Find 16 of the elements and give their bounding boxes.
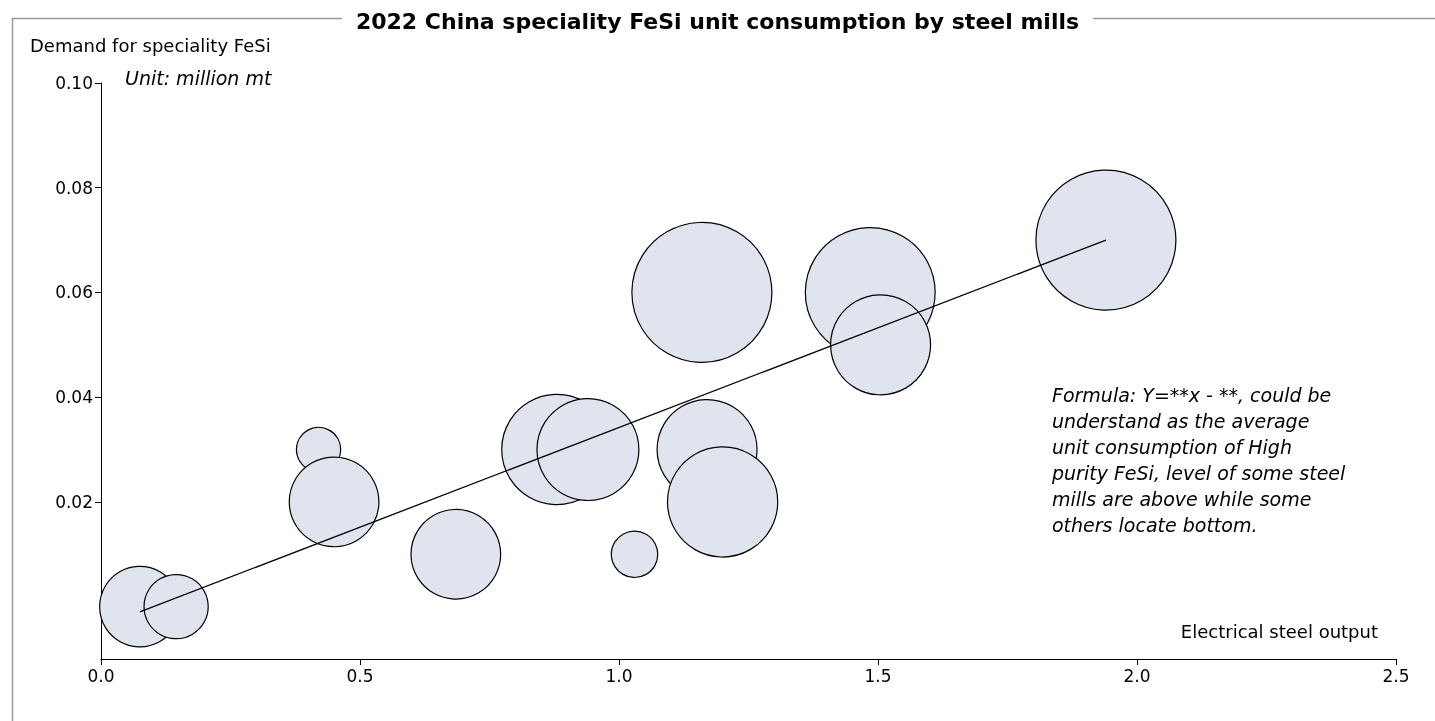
- chart-title: 2022 China speciality FeSi unit consumption by steel mills: [355, 8, 1080, 34]
- y-tick-label: 0.10: [55, 73, 93, 93]
- annotation: Formula: Y=**x - **, could be understand as the average unit consumption of High purity FeSi, level of some steel mills are above while some others locate bottom.: [1051, 384, 1352, 536]
- x-tick-label: 1.5: [864, 665, 892, 686]
- annotation: Unit: million mt: [125, 66, 273, 89]
- y-axis-title: Demand for speciality FeSi: [30, 34, 271, 56]
- x-tick-label: 0.5: [346, 665, 374, 686]
- x-tick-label: 2.5: [1382, 665, 1410, 686]
- y-tick-label: 0.02: [55, 491, 93, 512]
- x-tick-label: 0.0: [87, 665, 115, 686]
- x-axis-title: Electrical steel output: [1180, 620, 1379, 642]
- x-tick-label: 1.0: [605, 665, 633, 686]
- y-tick-label: 0.08: [55, 177, 93, 198]
- y-tick-label: 0.06: [55, 282, 93, 303]
- x-tick-label: 2.0: [1123, 665, 1151, 686]
- y-tick-label: 0.04: [55, 387, 93, 408]
